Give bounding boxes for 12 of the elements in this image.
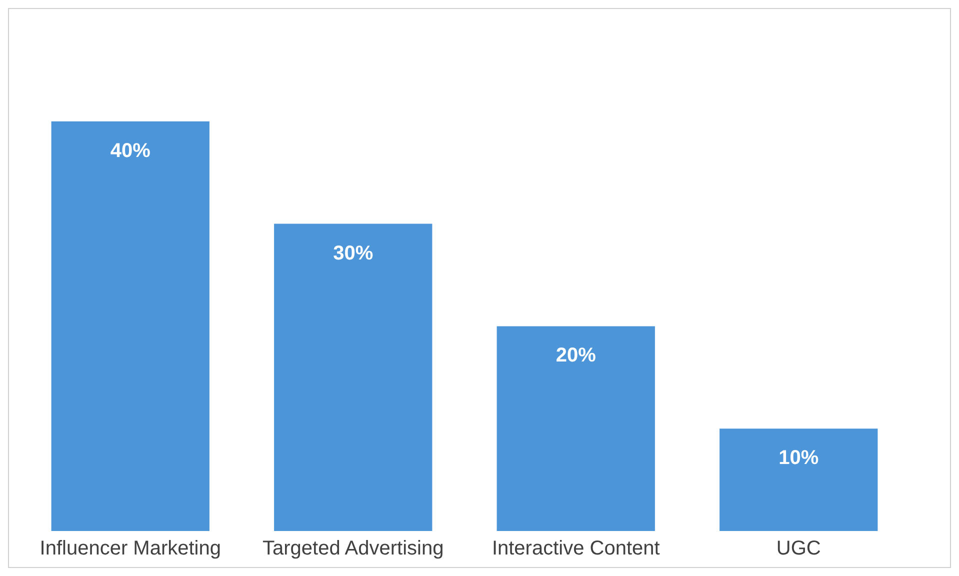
bar: [496, 326, 655, 531]
data-label: 30%: [333, 242, 374, 264]
data-label: 20%: [556, 344, 596, 367]
bar: [51, 121, 210, 531]
x-tick-label: Interactive Content: [492, 538, 660, 560]
data-label: 40%: [110, 140, 151, 162]
bar: [720, 428, 878, 531]
x-tick-label: Influencer Marketing: [40, 538, 221, 560]
x-tick-label: Targeted Advertising: [262, 538, 444, 560]
x-tick-label: UGC: [776, 538, 821, 560]
bar: [274, 224, 432, 531]
data-label: 10%: [778, 447, 819, 470]
